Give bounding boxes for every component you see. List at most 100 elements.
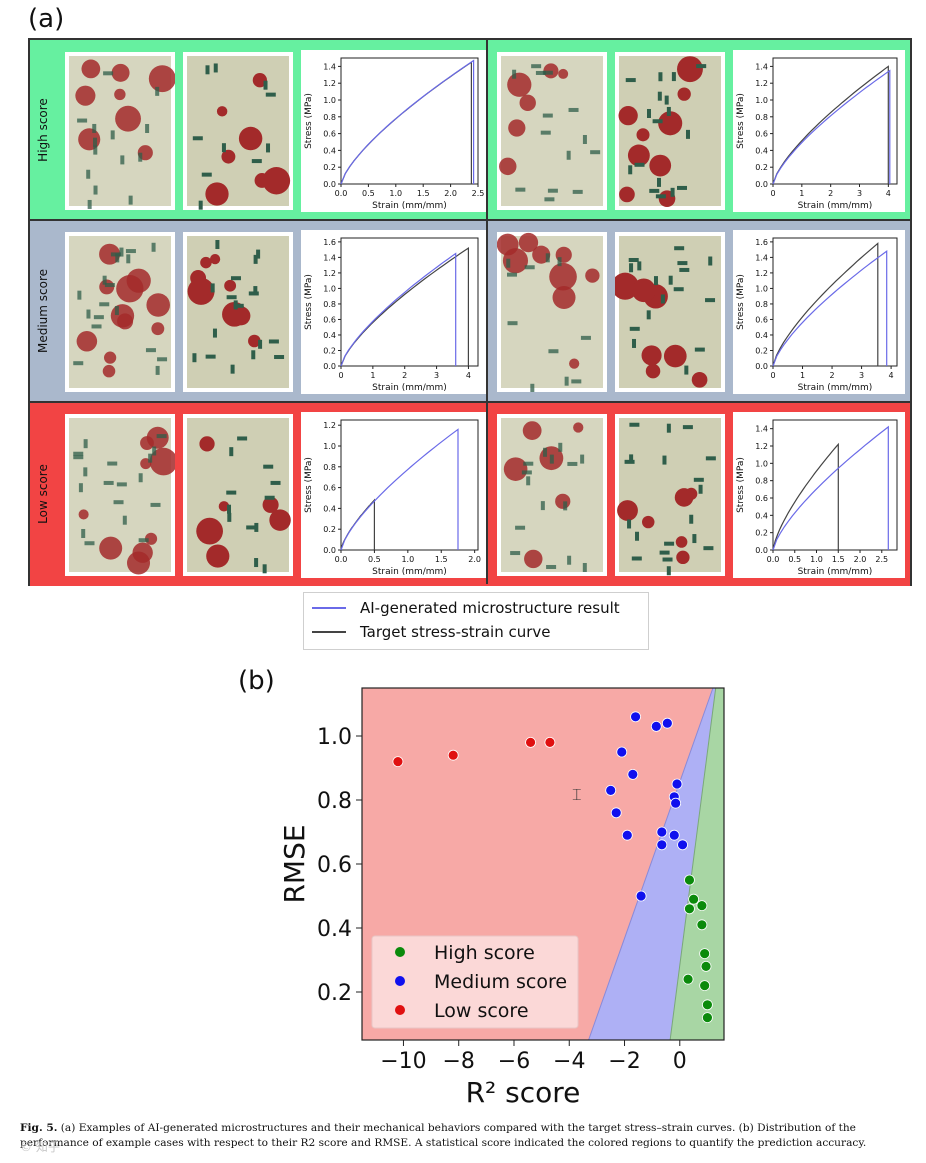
plot-frame	[340, 57, 479, 185]
x-tick-label: 1	[800, 371, 805, 380]
stress-curve	[772, 250, 888, 367]
fiber-rect	[705, 298, 716, 303]
particle-circle	[558, 68, 569, 79]
fiber-rect	[523, 461, 534, 466]
fiber-rect	[81, 528, 86, 538]
fiber-rect	[155, 365, 160, 375]
x-tick-label: 4	[886, 189, 891, 198]
fiber-rect	[152, 446, 157, 456]
region-boundary	[669, 687, 717, 1041]
target-microstructure-image	[611, 232, 725, 392]
data-point-high-score	[688, 893, 700, 905]
x-tick-label: 1.0	[389, 189, 402, 198]
stress-curve	[340, 252, 457, 367]
fiber-rect	[84, 541, 95, 546]
x-axis-label: R² score	[466, 1076, 581, 1109]
ai-microstructure-image	[497, 414, 607, 576]
fiber-rect	[568, 107, 579, 112]
y-tick-label: 0.6	[323, 130, 336, 139]
particle-circle	[549, 262, 577, 291]
microstructure-grid: High score 0.0 0.2 0.4 0.6 0.8 1.0 1.2 1.4 0.0 0.…	[28, 38, 912, 586]
fiber-rect	[83, 439, 88, 449]
particle-circle	[532, 245, 551, 264]
stress-curve	[772, 242, 879, 367]
fiber-rect	[205, 65, 210, 75]
microstructure-image	[501, 418, 603, 572]
fiber-rect	[677, 185, 688, 190]
fiber-rect	[266, 143, 271, 153]
fiber-rect	[580, 454, 585, 464]
x-tick-label: 0.0	[767, 555, 780, 564]
fiber-rect	[632, 338, 637, 348]
particle-circle	[238, 126, 263, 151]
x-tick-label: 0.0	[335, 555, 348, 564]
particle-circle	[496, 233, 519, 256]
x-tick-label: −8	[442, 1049, 474, 1074]
legend-target: Target stress-strain curve	[312, 623, 551, 641]
fiber-rect	[685, 129, 690, 139]
row-divider	[30, 401, 910, 403]
y-tick-label: 0.6	[323, 484, 336, 493]
fiber-rect	[254, 558, 259, 568]
particle-circle	[524, 549, 543, 569]
text-cursor-icon: ⌶	[572, 785, 582, 804]
fiber-rect	[198, 200, 203, 210]
fiber-rect	[213, 63, 218, 73]
ai-microstructure-image	[65, 232, 175, 392]
stress-strain-chart: 0.0 0.2 0.4 0.6 0.8 1.0 1.2 0.0 0.5 1.0 1.5 2.0 Stra…	[301, 412, 486, 578]
stress-strain-svg: 0.0 0.2 0.4 0.6 0.8 1.0 1.2 1.4 0 1 2 3 4 Strain (mm/…	[736, 57, 898, 211]
fiber-rect	[658, 72, 663, 82]
fiber-rect	[526, 476, 531, 486]
particle-circle	[148, 65, 176, 93]
fiber-rect	[543, 447, 548, 457]
particle-circle	[552, 285, 576, 309]
region-boundary	[588, 687, 714, 1041]
x-tick-label: 2	[828, 189, 833, 198]
x-tick-label: 0.0	[335, 189, 348, 198]
row-low-score: Low score 0.0 0.2 0.4 0.6 0.8 1.0 1.2 0.0 0.5 1.0…	[30, 402, 910, 586]
fiber-rect	[110, 130, 115, 140]
y-tick-label: 0.6	[755, 130, 768, 139]
x-tick-label: 2	[402, 371, 407, 380]
y-tick-label: 0.4	[755, 146, 768, 155]
fiber-rect	[512, 69, 517, 79]
particle-circle	[262, 496, 279, 513]
y-tick-label: 0.4	[317, 917, 352, 942]
y-tick-label: 1.0	[755, 459, 768, 468]
fiber-rect	[703, 546, 714, 551]
fiber-rect	[657, 91, 662, 101]
figure-caption: Fig. 5. (a) Examples of AI-generated mic…	[20, 1121, 920, 1151]
fiber-rect	[664, 95, 669, 105]
stress-curve	[340, 59, 475, 185]
fiber-rect	[692, 534, 697, 544]
x-tick-label: −2	[608, 1049, 640, 1074]
particle-circle	[115, 105, 141, 132]
fiber-rect	[148, 453, 153, 463]
y-axis-label: Stress (MPa)	[736, 457, 746, 513]
data-point-medium-score	[656, 826, 668, 838]
fiber-rect	[629, 326, 640, 331]
x-tick-label: 0	[673, 1049, 687, 1074]
x-tick-label: 1.5	[435, 555, 448, 564]
row-divider	[30, 219, 910, 221]
x-tick-label: 2.0	[444, 189, 457, 198]
y-tick-label: 1.0	[323, 284, 336, 293]
particle-circle	[76, 330, 98, 352]
particle-circle	[104, 351, 117, 364]
particle-circle	[645, 363, 661, 379]
ai-microstructure-image	[65, 52, 176, 210]
particle-circle	[75, 85, 96, 106]
particle-circle	[221, 149, 236, 164]
y-tick-label: 1.2	[755, 79, 768, 88]
fiber-rect	[102, 275, 107, 285]
data-point-high-score	[699, 948, 711, 960]
region-high-score	[670, 688, 724, 1040]
fiber-rect	[567, 555, 572, 565]
fiber-rect	[677, 261, 688, 266]
y-tick-label: 0.6	[317, 853, 352, 878]
legend-target-label: Target stress-strain curve	[360, 623, 551, 641]
x-tick-label: 1	[799, 189, 804, 198]
data-point-high-score	[702, 999, 713, 1011]
legend-target-line	[312, 631, 346, 633]
legend-marker	[395, 976, 405, 986]
